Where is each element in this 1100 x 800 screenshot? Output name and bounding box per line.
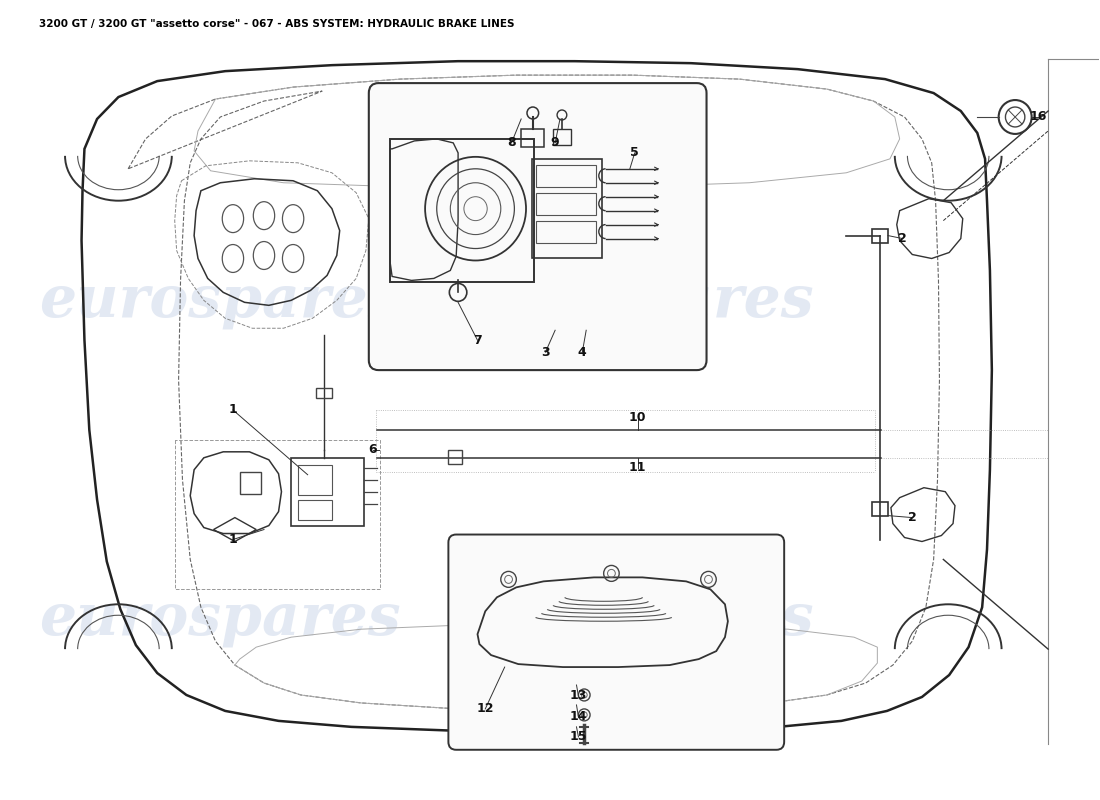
- Bar: [536, 221, 596, 242]
- Text: 3200 GT / 3200 GT "assetto corse" - 067 - ABS SYSTEM: HYDRAULIC BRAKE LINES: 3200 GT / 3200 GT "assetto corse" - 067 …: [39, 19, 515, 30]
- Bar: [872, 229, 888, 242]
- Bar: [449, 450, 462, 464]
- Bar: [553, 129, 571, 145]
- Text: eurospares: eurospares: [452, 272, 814, 329]
- Text: 1: 1: [229, 533, 238, 546]
- Text: 13: 13: [570, 690, 587, 702]
- Text: 15: 15: [570, 730, 587, 743]
- Text: 11: 11: [629, 462, 647, 474]
- Text: 2: 2: [899, 232, 906, 245]
- Text: 6: 6: [368, 443, 377, 456]
- Bar: [298, 465, 332, 494]
- Bar: [317, 388, 332, 398]
- FancyBboxPatch shape: [368, 83, 706, 370]
- Bar: [298, 500, 332, 519]
- Text: 7: 7: [473, 334, 482, 346]
- Text: 14: 14: [570, 710, 587, 723]
- Text: 4: 4: [578, 346, 586, 358]
- Text: eurospares: eurospares: [40, 272, 402, 329]
- Text: 8: 8: [507, 136, 516, 150]
- Text: 9: 9: [551, 136, 560, 150]
- Bar: [536, 165, 596, 186]
- Bar: [240, 472, 261, 494]
- Text: eurospares: eurospares: [40, 591, 402, 647]
- Text: 16: 16: [1030, 110, 1047, 123]
- Bar: [536, 193, 596, 214]
- Text: 10: 10: [629, 411, 647, 425]
- Text: 1: 1: [229, 403, 238, 417]
- Bar: [872, 502, 888, 515]
- Text: 2: 2: [908, 511, 916, 524]
- Text: 12: 12: [476, 702, 494, 715]
- Text: 5: 5: [630, 146, 639, 159]
- FancyBboxPatch shape: [449, 534, 784, 750]
- Bar: [521, 129, 544, 147]
- Text: eurospares: eurospares: [452, 591, 814, 647]
- Text: 3: 3: [541, 346, 550, 358]
